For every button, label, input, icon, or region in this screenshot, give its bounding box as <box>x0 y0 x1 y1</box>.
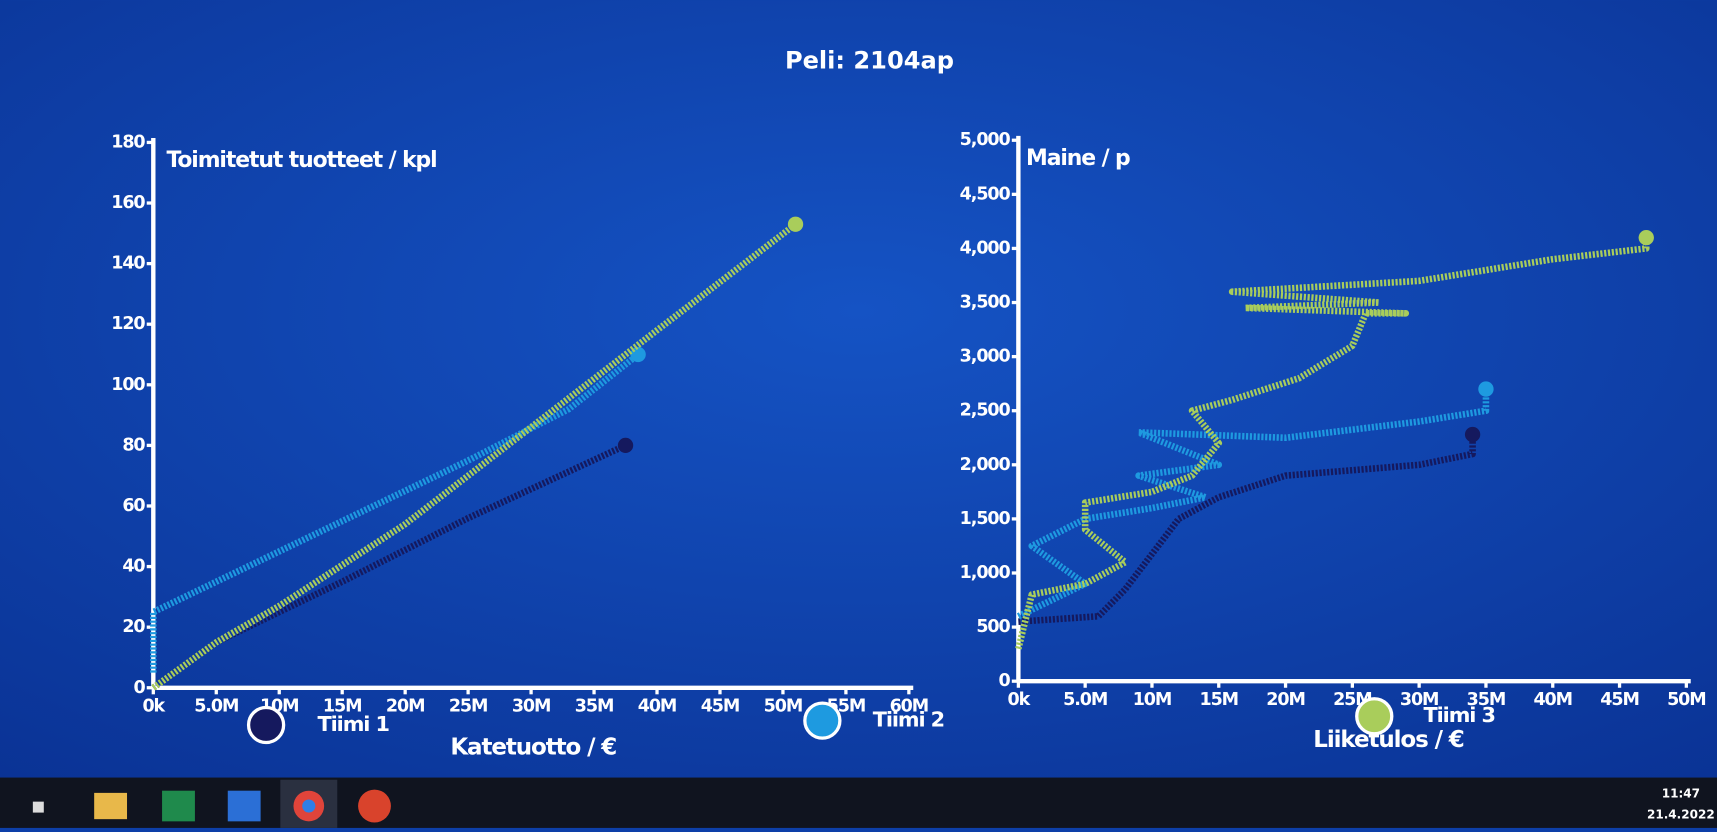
x-tick-label: 30M <box>512 696 551 716</box>
y-tick-label: 180 <box>111 132 145 152</box>
series-line <box>1018 434 1476 625</box>
powerpoint-icon[interactable] <box>358 789 391 823</box>
x-tick-label: 60M <box>890 696 929 716</box>
clock-date: 21.4.2022 <box>1647 807 1715 821</box>
x-axis-title: Liiketulos / € <box>1313 727 1464 753</box>
series-end-marker <box>617 437 634 454</box>
series-line <box>150 351 641 673</box>
x-tick-label: 25M <box>449 696 488 716</box>
background <box>0 0 1717 778</box>
excel-icon[interactable] <box>162 790 195 822</box>
series-end-marker <box>1478 381 1494 397</box>
y-axis-title: Maine / p <box>1026 146 1130 171</box>
series-line <box>151 221 798 691</box>
legend-label: Tiimi 3 <box>1424 703 1495 727</box>
series-line <box>1015 237 1650 650</box>
legend-swatch[interactable] <box>803 701 842 740</box>
x-tick-label: 5.0M <box>194 696 238 716</box>
x-tick-label: 10M <box>1133 690 1172 710</box>
x-tick-label: 0k <box>1008 690 1031 710</box>
series-end-marker <box>1638 229 1654 246</box>
legend-label: Tiimi 2 <box>873 708 944 732</box>
y-tick-label: 0 <box>999 671 1011 691</box>
x-tick-label: 20M <box>386 696 425 716</box>
y-tick-label: 160 <box>111 193 145 213</box>
page-title: Peli: 2104ap <box>785 46 954 74</box>
y-tick-label: 3,000 <box>960 347 1011 367</box>
legend-swatch[interactable] <box>246 705 286 745</box>
word-icon[interactable] <box>227 790 261 822</box>
clock-time: 11:47 <box>1662 786 1700 800</box>
legend-swatch[interactable] <box>1355 697 1394 736</box>
y-tick-label: 80 <box>122 435 145 455</box>
y-tick-label: 4,000 <box>960 238 1011 258</box>
x-tick-label: 50M <box>1667 690 1706 710</box>
y-tick-label: 0 <box>133 678 145 698</box>
y-tick-label: 500 <box>976 617 1010 637</box>
y-tick-label: 2,000 <box>960 455 1011 475</box>
x-tick-label: 0k <box>142 696 165 716</box>
y-axis-title: Toimitetut tuotteet / kpl <box>166 148 436 173</box>
y-tick-label: 20 <box>122 617 145 637</box>
legend-label: Tiimi 1 <box>318 712 390 736</box>
x-tick-label: 20M <box>1266 690 1305 710</box>
series-end-marker <box>1464 426 1481 443</box>
y-tick-label: 2,500 <box>960 401 1011 421</box>
explorer-icon[interactable] <box>94 792 128 820</box>
x-axis-title: Katetuotto / € <box>450 734 616 760</box>
series-line <box>1016 389 1490 620</box>
y-tick-label: 3,500 <box>960 293 1011 313</box>
x-tick-label: 50M <box>764 696 803 716</box>
y-tick-label: 120 <box>111 314 145 334</box>
y-tick-label: 1,500 <box>960 509 1011 529</box>
y-tick-label: 60 <box>122 496 145 516</box>
x-tick-label: 40M <box>638 696 677 716</box>
series-end-marker <box>787 216 804 232</box>
y-tick-label: 5,000 <box>960 130 1011 150</box>
x-tick-label: 45M <box>701 696 740 716</box>
x-tick-label: 5.0M <box>1063 690 1107 710</box>
x-tick-label: 30M <box>1400 690 1439 710</box>
x-tick-label: 15M <box>1199 690 1238 710</box>
start-button[interactable] <box>32 801 44 813</box>
y-tick-label: 140 <box>111 254 145 274</box>
x-tick-label: 35M <box>1467 690 1506 710</box>
y-tick-label: 4,500 <box>960 184 1011 204</box>
x-tick-label: 40M <box>1533 690 1572 710</box>
chrome-icon-center <box>302 799 316 813</box>
y-tick-label: 100 <box>111 375 145 395</box>
x-tick-label: 45M <box>1600 690 1639 710</box>
x-tick-label: 15M <box>323 696 362 716</box>
y-tick-label: 40 <box>122 557 145 577</box>
x-tick-label: 35M <box>575 696 614 716</box>
y-tick-label: 1,000 <box>960 563 1011 583</box>
